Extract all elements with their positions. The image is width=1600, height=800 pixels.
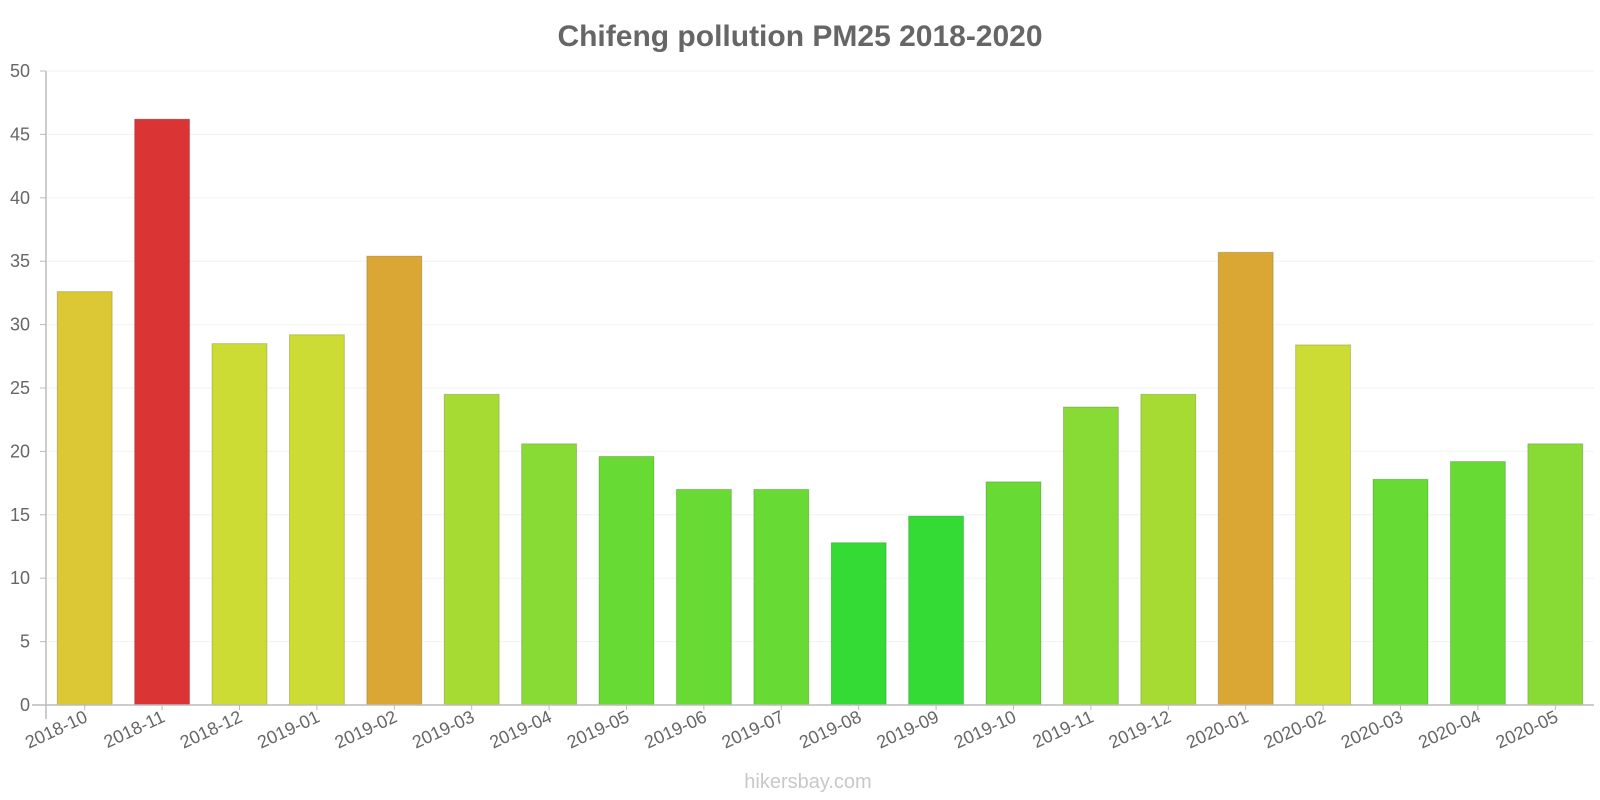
y-tick-label: 50 [10,61,30,81]
bar-2019-12 [1140,393,1197,706]
bar-2018-12 [211,343,268,706]
y-tick-label: 35 [10,251,30,271]
x-tick-label: 2019-01 [254,706,322,752]
x-tick-label: 2019-11 [1029,706,1096,751]
x-tick-label: 2019-12 [1106,706,1174,752]
bar-2018-11 [134,118,191,706]
y-tick-label: 20 [10,441,30,461]
x-axis-ticks: 2018-10 2018-11 2018-12 2019-01 2019-02 2019-… [22,706,1561,752]
y-tick-label: 30 [10,315,30,335]
x-tick-label: 2020-03 [1338,706,1406,752]
x-tick-label: 2019-02 [332,706,400,752]
bar-2020-03 [1372,478,1429,706]
y-tick-label: 45 [10,124,30,144]
bar-2019-02 [366,255,423,706]
x-tick-label: 2020-02 [1260,706,1328,752]
x-tick-label: 2019-07 [719,706,787,752]
bar-2019-07 [753,488,810,706]
bar-2019-10 [985,481,1042,706]
x-tick-label: 2020-01 [1183,706,1251,752]
x-tick-label: 2019-06 [641,706,709,752]
bar-2019-06 [675,488,732,706]
bar-2019-11 [1062,406,1119,706]
y-tick-label: 40 [10,188,30,208]
x-tick-label: 2019-09 [873,706,941,752]
bar-2019-01 [288,334,345,706]
bar-2020-01 [1217,251,1274,706]
bar-2019-03 [443,393,500,706]
bars [56,118,1584,706]
y-tick-label: 10 [10,568,30,588]
grid-lines [46,70,1594,643]
x-tick-label: 2019-05 [564,706,632,752]
bar-2020-02 [1295,344,1352,706]
x-tick-label: 2018-10 [22,706,90,752]
chart-title: Chifeng pollution PM25 2018-2020 [557,20,1042,53]
y-tick-label: 0 [20,695,30,715]
x-tick-label: 2019-08 [796,706,864,752]
x-tick-label: 2018-12 [177,706,245,752]
x-tick-label: 2018-11 [101,706,168,751]
bar-2018-10 [56,291,113,706]
y-tick-label: 25 [10,378,30,398]
bar-2019-09 [908,515,965,706]
x-tick-label: 2019-04 [486,706,554,752]
bar-2020-04 [1449,461,1506,706]
bar-2019-05 [598,455,655,706]
x-tick-label: 2019-03 [409,706,477,752]
bar-2019-08 [830,542,887,706]
y-tick-label: 5 [20,632,30,652]
bar-2019-04 [521,443,578,706]
bar-2020-05 [1527,443,1584,706]
x-tick-label: 2020-05 [1493,706,1561,752]
y-axis-ticks: 0 5 10 15 20 25 30 35 40 45 50 [10,61,30,715]
x-tick-label: 2019-10 [951,706,1019,752]
y-tick-label: 15 [10,505,30,525]
x-tick-label: 2020-04 [1415,706,1483,752]
watermark: hikersbay.com [744,771,871,793]
axes [32,70,1594,719]
